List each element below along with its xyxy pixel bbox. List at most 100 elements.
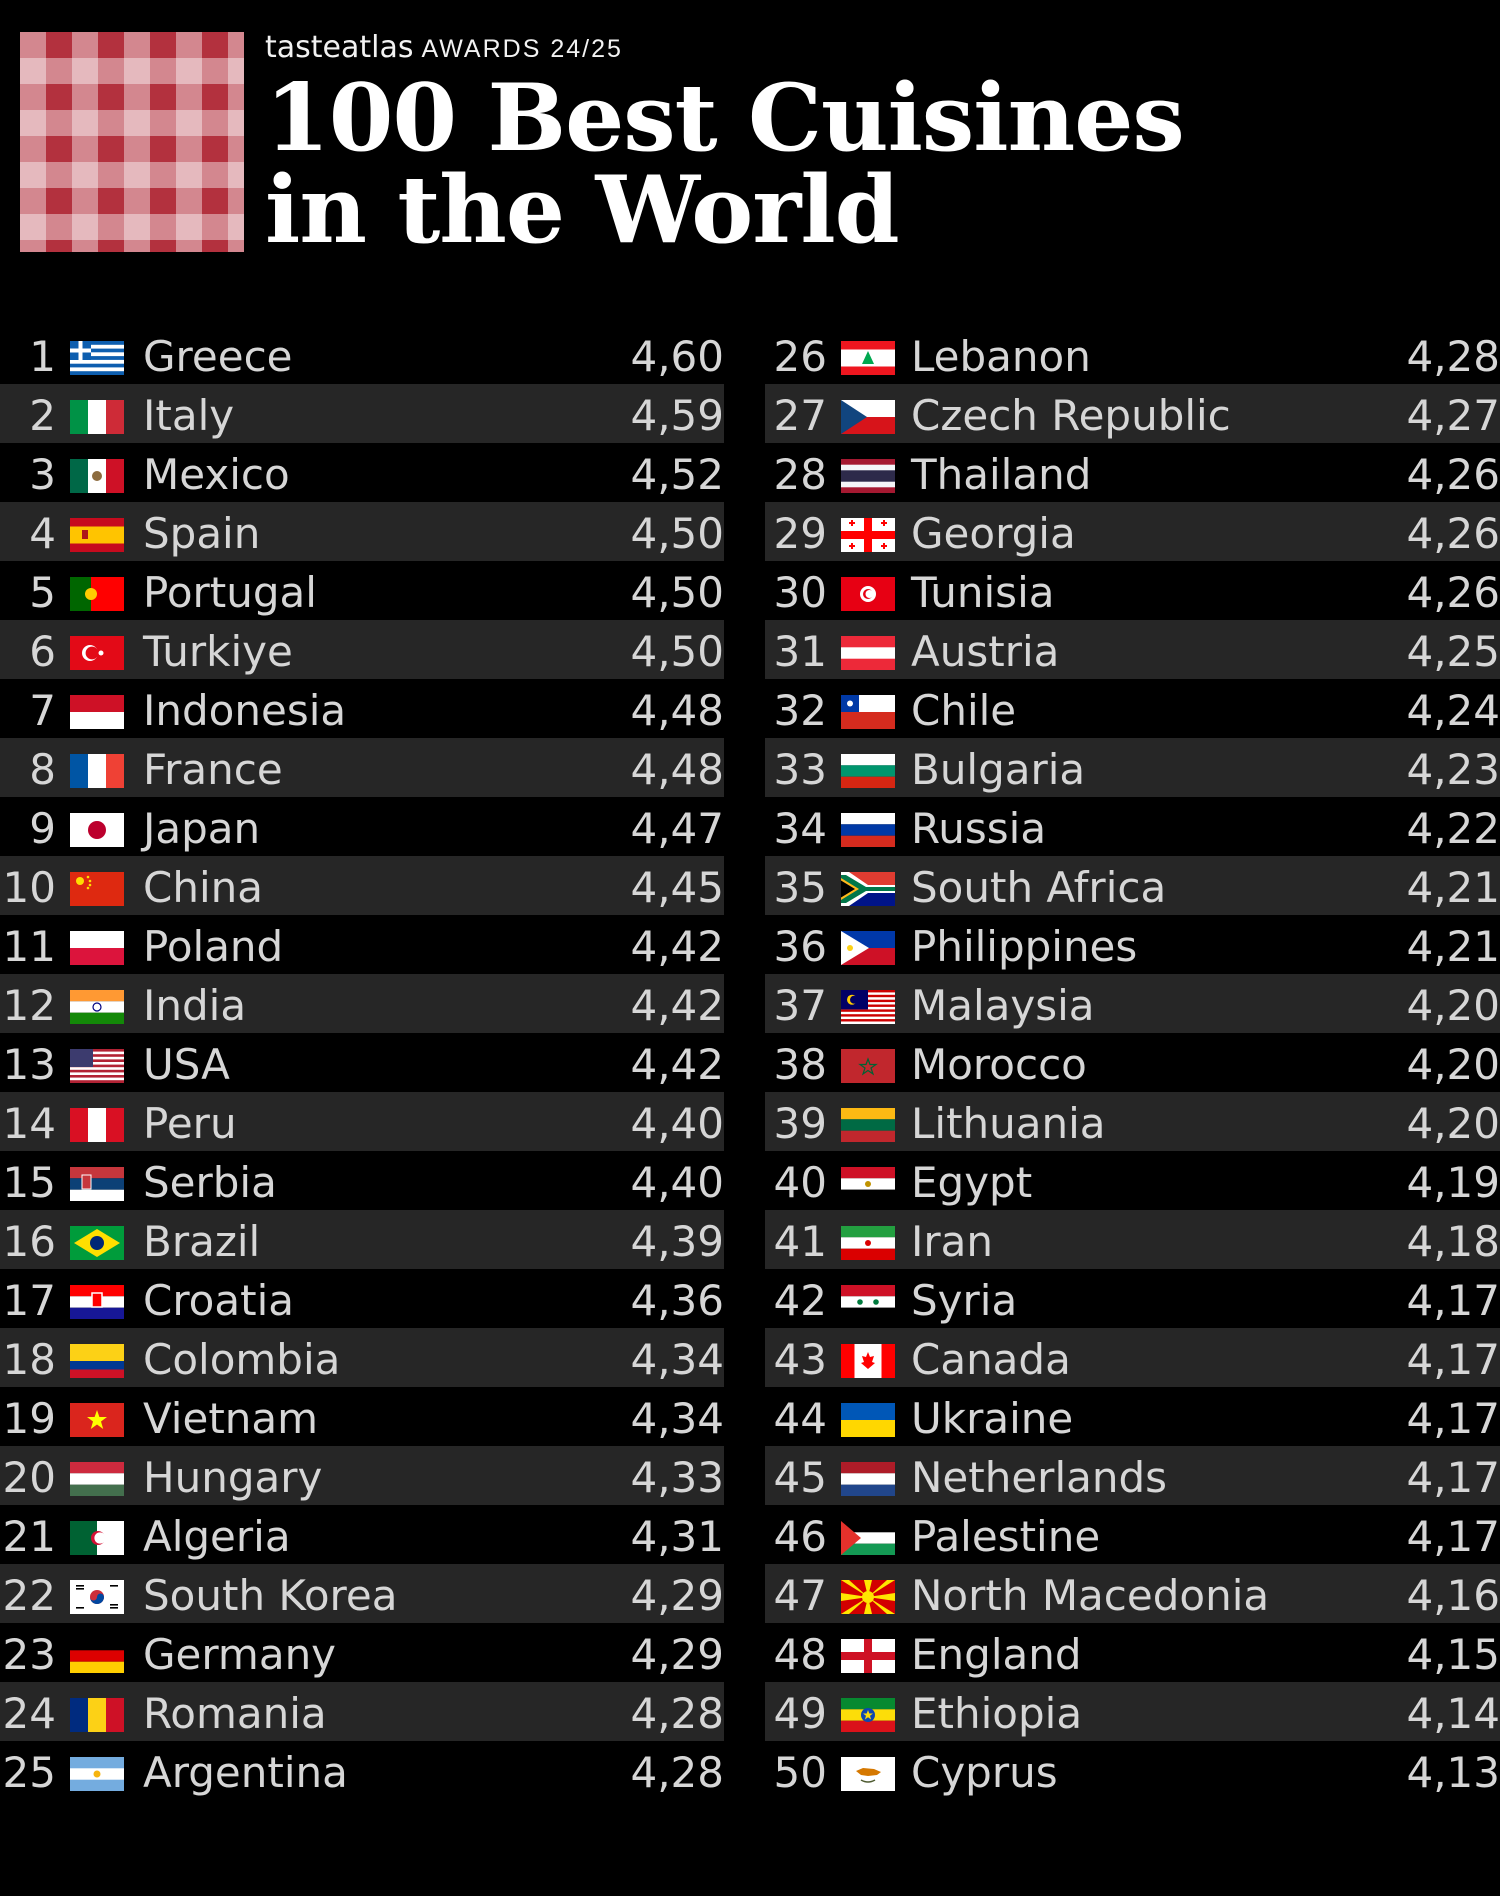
ranking-row: 50 Cyprus 4,13 — [765, 1741, 1500, 1800]
country-name: Palestine — [911, 1512, 1101, 1561]
rank-number: 14 — [2, 1099, 56, 1148]
ranking-row: 24 Romania 4,28 — [0, 1682, 724, 1741]
greece-flag-icon — [70, 341, 124, 375]
score-value: 4,40 — [630, 1099, 724, 1148]
rank-number: 15 — [2, 1158, 56, 1207]
country-name: Morocco — [911, 1040, 1087, 1089]
russia-flag-icon — [841, 813, 895, 847]
rank-number: 19 — [2, 1394, 56, 1443]
rank-number: 41 — [773, 1217, 827, 1266]
rank-number: 1 — [29, 332, 56, 381]
country-name: Peru — [143, 1099, 237, 1148]
rank-number: 42 — [773, 1276, 827, 1325]
ranking-row: 1 Greece 4,60 — [0, 325, 724, 384]
rank-number: 21 — [2, 1512, 56, 1561]
country-name: Chile — [911, 686, 1017, 735]
rank-number: 30 — [773, 568, 827, 617]
rank-number: 2 — [29, 391, 56, 440]
score-value: 4,16 — [1406, 1571, 1500, 1620]
country-name: Greece — [143, 332, 293, 381]
score-value: 4,59 — [630, 391, 724, 440]
ukraine-flag-icon — [841, 1403, 895, 1437]
brazil-flag-icon — [70, 1226, 124, 1260]
ranking-row: 42 Syria 4,17 — [765, 1269, 1500, 1328]
rank-number: 40 — [773, 1158, 827, 1207]
score-value: 4,21 — [1406, 863, 1500, 912]
country-name: Tunisia — [911, 568, 1055, 617]
country-name: Lebanon — [911, 332, 1091, 381]
egypt-flag-icon — [841, 1167, 895, 1201]
ranking-row: 11 Poland 4,42 — [0, 915, 724, 974]
peru-flag-icon — [70, 1108, 124, 1142]
title-line-2: in the World — [265, 155, 900, 264]
country-name: Ethiopia — [911, 1689, 1083, 1738]
rank-number: 20 — [2, 1453, 56, 1502]
score-value: 4,13 — [1406, 1748, 1500, 1797]
country-name: Czech Republic — [911, 391, 1231, 440]
country-name: Vietnam — [143, 1394, 319, 1443]
canada-flag-icon — [841, 1344, 895, 1378]
mexico-flag-icon — [70, 459, 124, 493]
country-name: Mexico — [143, 450, 290, 499]
palestine-flag-icon — [841, 1521, 895, 1555]
score-value: 4,20 — [1406, 1099, 1500, 1148]
rank-number: 22 — [2, 1571, 56, 1620]
ranking-row: 34 Russia 4,22 — [765, 797, 1500, 856]
rank-number: 5 — [29, 568, 56, 617]
rank-number: 45 — [773, 1453, 827, 1502]
score-value: 4,17 — [1406, 1453, 1500, 1502]
country-name: Canada — [911, 1335, 1071, 1384]
tablecloth-logo-icon — [20, 32, 244, 252]
score-value: 4,48 — [630, 745, 724, 794]
syria-flag-icon — [841, 1285, 895, 1319]
score-value: 4,15 — [1406, 1630, 1500, 1679]
croatia-flag-icon — [70, 1285, 124, 1319]
score-value: 4,34 — [630, 1394, 724, 1443]
rank-number: 29 — [773, 509, 827, 558]
country-name: Netherlands — [911, 1453, 1168, 1502]
score-value: 4,31 — [630, 1512, 724, 1561]
ranking-row: 18 Colombia 4,34 — [0, 1328, 724, 1387]
ranking-row: 19 Vietnam 4,34 — [0, 1387, 724, 1446]
score-value: 4,14 — [1406, 1689, 1500, 1738]
rank-number: 9 — [29, 804, 56, 853]
country-name: Egypt — [911, 1158, 1033, 1207]
rank-number: 36 — [773, 922, 827, 971]
country-name: Colombia — [143, 1335, 341, 1384]
country-name: Romania — [143, 1689, 327, 1738]
country-name: Lithuania — [911, 1099, 1106, 1148]
malaysia-flag-icon — [841, 990, 895, 1024]
rank-number: 23 — [2, 1630, 56, 1679]
thailand-flag-icon — [841, 459, 895, 493]
ranking-row: 27 Czech Republic 4,27 — [765, 384, 1500, 443]
cyprus-flag-icon — [841, 1757, 895, 1791]
brand-line: tasteatlas AWARDS 24/25 — [265, 30, 623, 65]
score-value: 4,27 — [1406, 391, 1500, 440]
chile-flag-icon — [841, 695, 895, 729]
algeria-flag-icon — [70, 1521, 124, 1555]
rank-number: 47 — [773, 1571, 827, 1620]
argentina-flag-icon — [70, 1757, 124, 1791]
score-value: 4,22 — [1406, 804, 1500, 853]
score-value: 4,17 — [1406, 1512, 1500, 1561]
country-name: Austria — [911, 627, 1060, 676]
poland-flag-icon — [70, 931, 124, 965]
score-value: 4,28 — [630, 1689, 724, 1738]
usa-flag-icon — [70, 1049, 124, 1083]
country-name: Serbia — [143, 1158, 277, 1207]
ranking-row: 2 Italy 4,59 — [0, 384, 724, 443]
score-value: 4,17 — [1406, 1394, 1500, 1443]
austria-flag-icon — [841, 636, 895, 670]
ranking-row: 15 Serbia 4,40 — [0, 1151, 724, 1210]
bulgaria-flag-icon — [841, 754, 895, 788]
header: tasteatlas AWARDS 24/25 100 Best Cuisines… — [0, 0, 1500, 300]
score-value: 4,19 — [1406, 1158, 1500, 1207]
south-korea-flag-icon — [70, 1580, 124, 1614]
score-value: 4,26 — [1406, 509, 1500, 558]
tunisia-flag-icon — [841, 577, 895, 611]
rank-number: 49 — [773, 1689, 827, 1738]
rank-number: 16 — [2, 1217, 56, 1266]
portugal-flag-icon — [70, 577, 124, 611]
country-name: Indonesia — [143, 686, 347, 735]
rank-number: 6 — [29, 627, 56, 676]
